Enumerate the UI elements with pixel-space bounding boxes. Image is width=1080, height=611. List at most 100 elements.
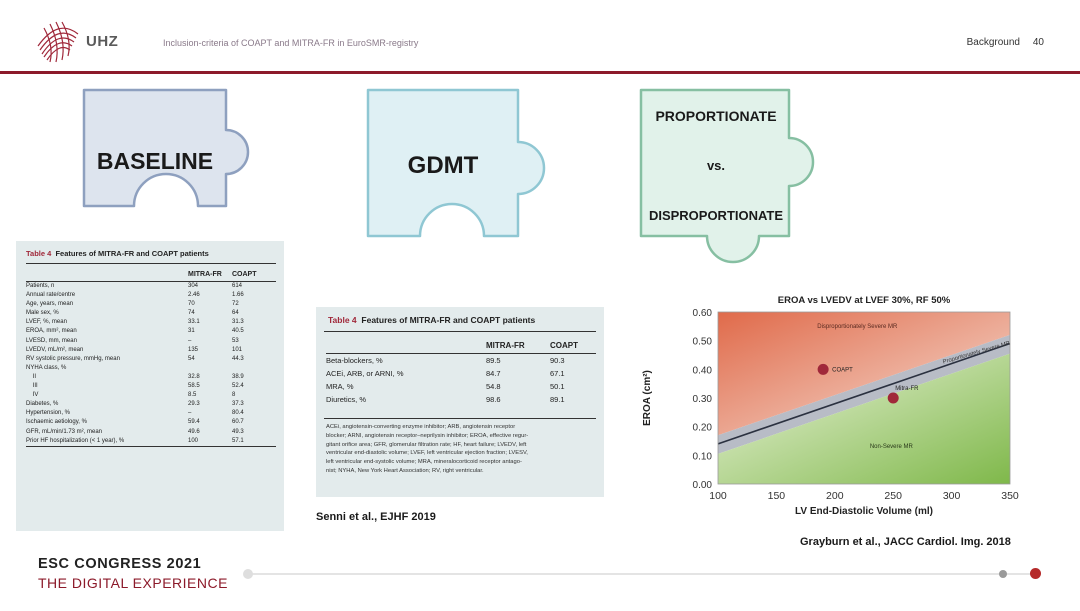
table-cell: 57.1	[232, 437, 244, 444]
puzzle-label-gdmt: GDMT	[407, 152, 479, 179]
x-tick-label: 150	[768, 490, 786, 502]
x-tick-label: 250	[884, 490, 902, 502]
row-label: Ischaemic aetiology, %	[26, 419, 87, 426]
puzzle-label-proportionate: PROPORTIONATE	[655, 108, 777, 124]
table-cell: 38.9	[232, 373, 244, 380]
table-cell: 53	[232, 337, 239, 344]
table-cell: 49.6	[188, 428, 200, 435]
row-label: LVEF, %, mean	[26, 319, 67, 326]
table-cell: 74	[188, 310, 195, 317]
puzzle-label-vs: vs.	[706, 158, 726, 173]
row-label: Annual rate/centre	[26, 292, 76, 299]
table-cell: 98.6	[486, 395, 501, 404]
table-cell: 2.46	[188, 292, 200, 299]
uhz-logo-icon	[37, 21, 79, 63]
table-row: LVESD, mm, mean – 53	[26, 337, 276, 346]
data-point	[887, 392, 899, 404]
row-label: GFR, mL/min/1.73 m², mean	[26, 428, 103, 435]
data-point	[817, 363, 829, 375]
table-row: Age, years, mean 70 72	[26, 300, 276, 309]
citation-grayburn: Grayburn et al., JACC Cardiol. Img. 2018	[800, 536, 1011, 548]
slide-title: Inclusion-criteria of COAPT and MITRA-FR…	[163, 38, 419, 48]
footnote-line: nist; NYHA, New York Heart Association; …	[326, 467, 484, 474]
column-header: MITRA-FR	[188, 270, 222, 278]
table-row: III 58.5 52.4	[26, 382, 276, 391]
y-tick-label: 0.10	[693, 451, 713, 462]
table-cell: –	[188, 337, 192, 344]
y-axis-label: EROA (cm²)	[642, 370, 653, 426]
data-point-label: Mitra-FR	[895, 386, 919, 392]
row-label: Patients, n	[26, 283, 55, 289]
table-cell: 90.3	[550, 356, 565, 365]
table-rule	[324, 331, 596, 332]
puzzle-gdmt: GDMT	[364, 86, 564, 246]
column-header: COAPT	[550, 340, 578, 350]
chart-title: EROA vs LVEDV at LVEF 30%, RF 50%	[778, 295, 951, 306]
y-tick-label: 0.30	[693, 394, 713, 405]
table-cell: 33.1	[188, 319, 200, 326]
table-row: Diabetes, % 29.3 37.3	[26, 400, 276, 409]
puzzle-piece-shape	[366, 88, 546, 238]
row-label: Male sex, %	[26, 310, 59, 317]
row-label: EROA, mm², mean	[26, 328, 77, 335]
puzzle-piece-shape	[82, 88, 250, 208]
y-tick-label: 0.00	[693, 480, 713, 491]
table-baseline-features: Table 4 Features of MITRA-FR and COAPT p…	[16, 241, 284, 531]
progress-track	[248, 573, 1038, 575]
row-label: II	[26, 373, 37, 380]
table-rule	[324, 418, 596, 419]
x-tick-label: 350	[1001, 490, 1019, 502]
table-row: Annual rate/centre 2.46 1.66	[26, 291, 276, 300]
table-row: RV systolic pressure, mmHg, mean 54 44.3	[26, 355, 276, 364]
column-header: MITRA-FR	[486, 340, 525, 350]
table-cell: 29.3	[188, 401, 200, 408]
table-row: Hypertension, % – 80.4	[26, 409, 276, 418]
puzzle-label-baseline: BASELINE	[96, 148, 214, 174]
progress-start-dot[interactable]	[243, 569, 253, 579]
footnote-line: gitant orifice area; GFR, glomerular fil…	[326, 441, 527, 448]
page-number: 40	[1032, 37, 1044, 48]
row-label: NYHA class, %	[26, 364, 67, 371]
table-row: GFR, mL/min/1.73 m², mean 49.6 49.3	[26, 428, 276, 437]
table-title: Table 4 Features of MITRA-FR and COAPT p…	[26, 249, 209, 258]
table-cell: 44.3	[232, 355, 244, 362]
table-row: MRA, % 54.8 50.1	[326, 380, 596, 393]
table-cell: 84.7	[486, 369, 501, 378]
table-cell: 37.3	[232, 401, 244, 408]
footer-experience: THE DIGITAL EXPERIENCE	[38, 575, 228, 591]
table-cell: 135	[188, 346, 199, 353]
progress-dot[interactable]	[999, 570, 1007, 578]
row-label: Age, years, mean	[26, 301, 74, 308]
region-label-upper: Disproportionately Severe MR	[817, 324, 898, 330]
row-label: LVEDV, mL/m², mean	[26, 346, 84, 353]
header: UHZ Inclusion-criteria of COAPT and MITR…	[0, 0, 1080, 72]
x-tick-label: 100	[709, 490, 727, 502]
footnote-line: blocker; ARNI, angiotensin receptor–nepr…	[326, 432, 529, 439]
table-number: Table 4	[26, 249, 52, 258]
puzzle-piece-shape	[639, 88, 815, 264]
table-footnote: ACEi, angiotensin-converting enzyme inhi…	[326, 423, 598, 476]
data-table: MITRA-FR COAPT Beta-blockers, % 89.5 90.3 A…	[326, 337, 596, 406]
progress-current-dot[interactable]	[1030, 568, 1041, 579]
table-cell: 50.1	[550, 382, 565, 391]
section-label: Background	[966, 37, 1020, 48]
y-tick-label: 0.60	[693, 308, 713, 319]
table-row: ACEi, ARB, or ARNI, % 84.7 67.1	[326, 367, 596, 380]
table-cell: 52.4	[232, 383, 244, 390]
x-axis-label: LV End-Diastolic Volume (ml)	[795, 506, 933, 517]
row-label: III	[26, 383, 38, 390]
table-row: II 32.8 38.9	[26, 373, 276, 382]
column-header	[326, 337, 486, 354]
row-label: LVESD, mm, mean	[26, 337, 77, 344]
puzzle-proportionality: PROPORTIONATE vs. DISPROPORTIONATE	[637, 86, 837, 286]
footnote-line: ACEi, angiotensin-converting enzyme inhi…	[326, 424, 516, 430]
table-cell: 72	[232, 301, 239, 308]
table-cell	[232, 364, 276, 373]
table-cell: 54.8	[486, 382, 501, 391]
y-tick-label: 0.40	[693, 365, 713, 376]
row-label: MRA, %	[326, 382, 354, 391]
table-cell: 60.7	[232, 419, 244, 426]
puzzle-baseline: BASELINE	[80, 86, 270, 246]
table-row: Diuretics, % 98.6 89.1	[326, 393, 596, 406]
